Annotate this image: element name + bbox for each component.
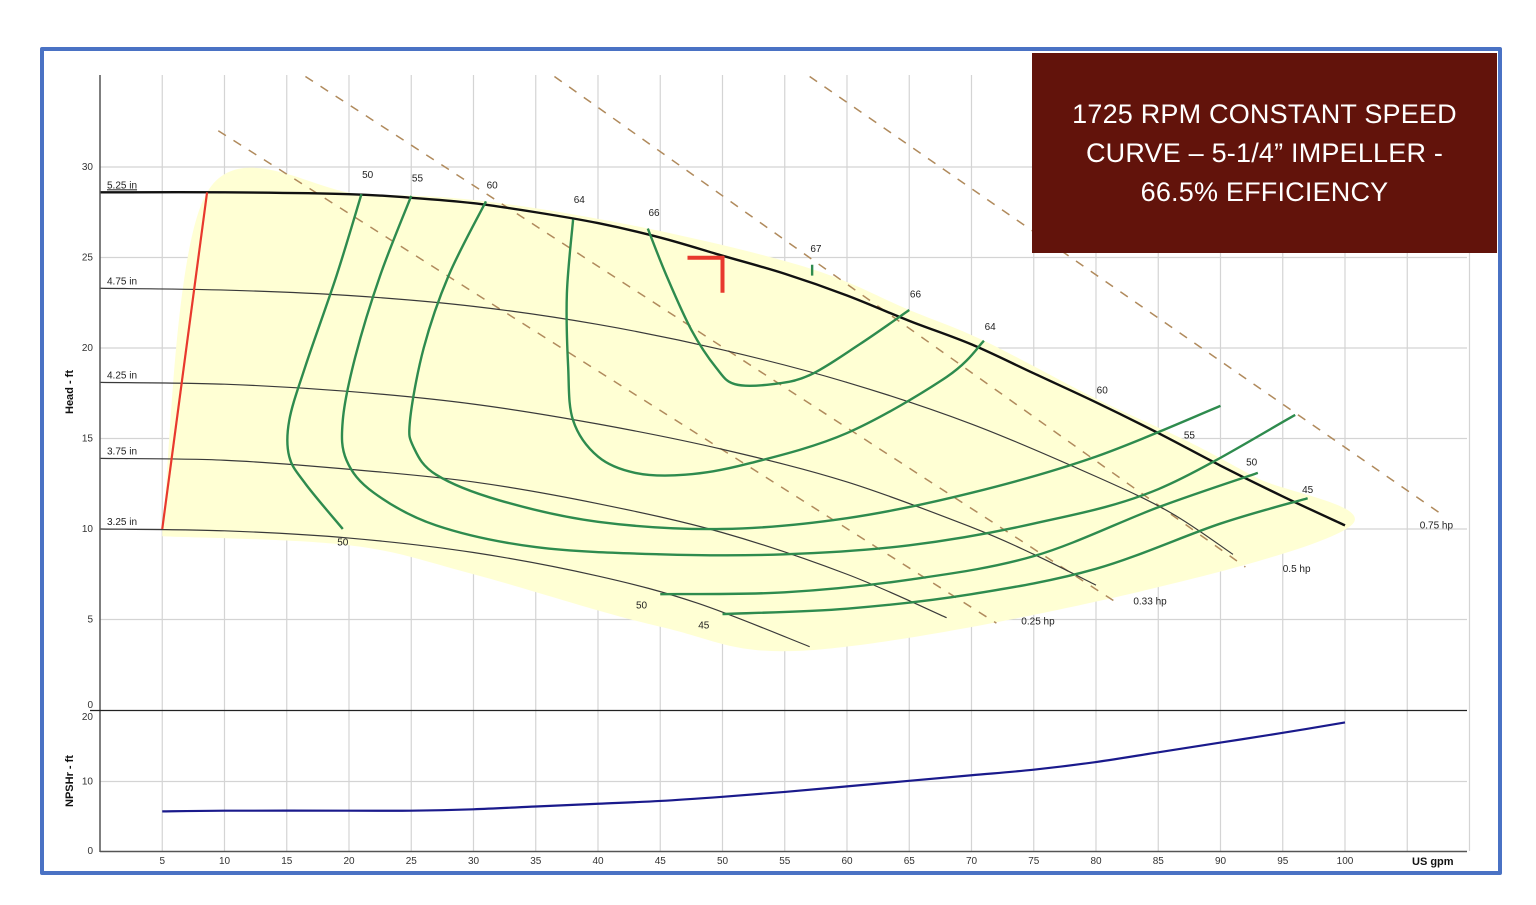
efficiency-label: 55 <box>412 173 424 184</box>
x-tick-label: 35 <box>530 856 542 867</box>
power-line-label: 0.25 hp <box>1021 616 1055 627</box>
efficiency-label: 45 <box>1302 485 1314 496</box>
efficiency-label: 50 <box>1246 458 1258 469</box>
x-tick-label: 15 <box>281 856 293 867</box>
efficiency-curve <box>660 471 1259 596</box>
x-tick-label: 60 <box>841 856 853 867</box>
min-flow-line <box>161 192 209 530</box>
head-axis-title: Head - ft <box>64 370 76 414</box>
npsh-tick-label: 20 <box>82 712 94 723</box>
impeller-curve <box>99 381 1097 586</box>
head-tick-label: 25 <box>82 253 94 264</box>
efficiency-curve <box>286 193 363 530</box>
impeller-label: 5.25 in <box>107 180 137 191</box>
head-tick-label: 0 <box>87 700 93 711</box>
x-tick-label: 85 <box>1153 856 1165 867</box>
efficiency-curve <box>646 228 910 387</box>
efficiency-label: 45 <box>698 621 710 632</box>
x-tick-label: 50 <box>717 856 729 867</box>
min-flow-line <box>161 192 209 530</box>
chart-labels: 5 10 15 20 25 30 35 40 45 50 55 60 65 70 75 80 85 90 95 100… <box>82 162 1354 867</box>
efficiency-label: 60 <box>1097 385 1109 396</box>
title-line-1: 1725 RPM CONSTANT SPEED <box>1072 98 1457 129</box>
x-tick-label: 65 <box>904 856 916 867</box>
power-line-label: 0.33 hp <box>1133 596 1167 607</box>
x-tick-label: 75 <box>1028 856 1040 867</box>
power-line <box>553 75 1246 568</box>
x-tick-label: 5 <box>159 856 165 867</box>
efficiency-label: 67 <box>810 244 822 255</box>
x-tick-label: 40 <box>592 856 604 867</box>
x-tick-label: 70 <box>966 856 978 867</box>
power-line-label: 0.5 hp <box>1283 564 1311 575</box>
head-tick-label: 30 <box>82 162 94 173</box>
efficiency-label: 64 <box>574 195 586 206</box>
head-tick-label: 5 <box>87 615 93 626</box>
npsh-line <box>162 721 1346 813</box>
head-tick-label: 20 <box>82 343 94 354</box>
title-line-3: 66.5% EFFICIENCY <box>1140 176 1389 207</box>
head-tick-label: 10 <box>82 524 94 535</box>
x-tick-label: 80 <box>1090 856 1102 867</box>
efficiency-label: 60 <box>487 181 499 192</box>
efficiency-curves: 50 55 60 64 66 67 66 64 60 55 50 45 50 50 45 <box>286 170 1314 632</box>
operating-region-fill <box>162 167 1355 652</box>
impeller-curve <box>99 287 1234 555</box>
efficiency-curve <box>408 200 1221 531</box>
efficiency-label: 50 <box>636 601 648 612</box>
title-box: 1725 RPM CONSTANT SPEED CURVE – 5-1/4” I… <box>1032 53 1497 253</box>
bep-marker <box>687 255 725 293</box>
x-axis-title: US gpm <box>1412 856 1454 868</box>
power-line <box>809 75 1446 517</box>
impeller-curve <box>99 457 947 619</box>
corner-marker <box>687 255 725 293</box>
npsh-axis-title: NPSHr - ft <box>64 755 76 807</box>
efficiency-label: 64 <box>985 322 997 333</box>
impeller-label: 4.75 in <box>107 276 137 287</box>
npsh-tick-label: 0 <box>87 846 93 857</box>
efficiency-curve <box>340 195 1296 557</box>
x-tick-label: 20 <box>343 856 355 867</box>
npsh-curve <box>162 721 1346 813</box>
impeller-label: 3.25 in <box>107 517 137 528</box>
npsh-tick-label: 10 <box>82 777 94 788</box>
efficiency-curve <box>565 219 985 477</box>
efficiency-label: 50 <box>337 537 349 548</box>
impeller-label: 3.75 in <box>107 446 137 457</box>
efficiency-label: 50 <box>362 170 374 181</box>
title-line-2: CURVE – 5-1/4” IMPELLER - <box>1085 137 1444 168</box>
x-tick-label: 100 <box>1337 856 1354 867</box>
power-lines: 0.25 hp 0.33 hp 0.5 hp 0.75 hp <box>217 75 1454 627</box>
x-tick-label: 45 <box>655 856 667 867</box>
efficiency-label: 66 <box>910 289 922 300</box>
x-tick-label: 25 <box>406 856 418 867</box>
efficiency-label: 66 <box>648 208 660 219</box>
x-tick-label: 90 <box>1215 856 1227 867</box>
axes <box>90 75 1467 853</box>
impeller-curve <box>99 528 810 648</box>
efficiency-label: 55 <box>1184 431 1196 442</box>
x-tick-label: 30 <box>468 856 480 867</box>
power-line-label: 0.75 hp <box>1420 520 1454 531</box>
efficiency-curve <box>722 497 1308 616</box>
x-tick-label: 95 <box>1277 856 1289 867</box>
x-tick-label: 55 <box>779 856 791 867</box>
operating-region <box>162 167 1355 652</box>
impeller-label: 4.25 in <box>107 370 137 381</box>
head-tick-label: 15 <box>82 434 94 445</box>
x-tick-label: 10 <box>219 856 231 867</box>
